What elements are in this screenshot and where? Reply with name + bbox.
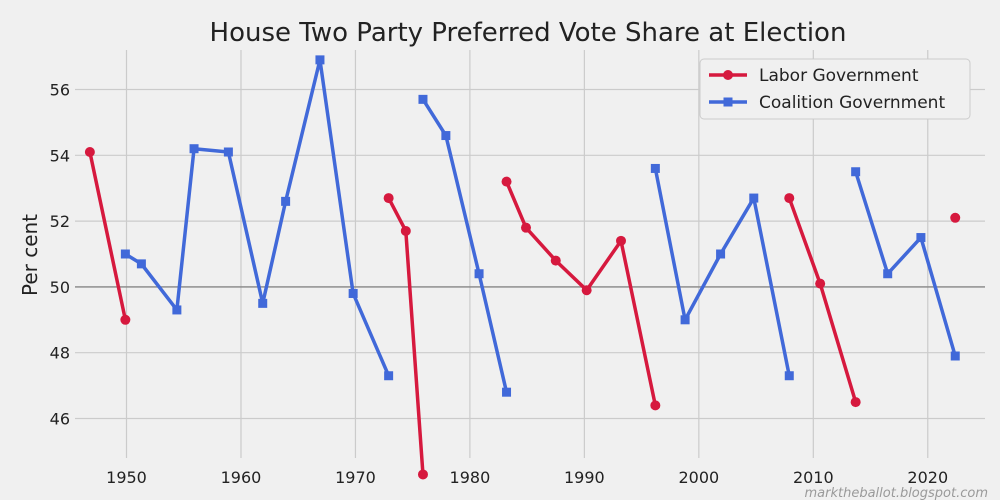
data-point-coalition: [680, 315, 690, 325]
data-point-coalition: [916, 233, 926, 243]
data-point-coalition: [172, 305, 182, 315]
data-point-coalition: [851, 167, 861, 177]
series-line-labor: [504, 180, 658, 406]
y-tick-label: 50: [50, 278, 70, 297]
data-point-coalition: [223, 147, 233, 157]
legend: Labor Government Coalition Government: [699, 58, 971, 120]
series-line-coalition: [124, 58, 391, 377]
series-line-coalition: [853, 171, 957, 357]
data-point-labor: [950, 212, 961, 223]
data-point-coalition: [502, 387, 512, 397]
legend-marker-labor: [723, 70, 733, 80]
legend-marker-coalition: [723, 97, 733, 107]
data-point-coalition: [950, 351, 960, 361]
data-point-coalition: [258, 298, 268, 308]
series-group: [84, 55, 961, 480]
legend-label-coalition: Coalition Government: [759, 93, 945, 113]
legend-label-labor: Labor Government: [759, 66, 919, 86]
data-point-coalition: [384, 371, 394, 381]
data-point-labor: [383, 193, 394, 204]
data-point-labor: [850, 397, 861, 408]
data-point-labor: [550, 255, 561, 266]
data-point-labor: [520, 222, 531, 233]
y-tick-label: 56: [50, 80, 70, 99]
x-tick-label: 1950: [106, 468, 147, 487]
data-point-coalition: [136, 259, 146, 269]
data-point-coalition: [749, 193, 759, 203]
data-point-coalition: [883, 269, 893, 279]
credit-text: marktheballot.blogspot.com: [804, 486, 988, 500]
data-point-labor: [815, 278, 826, 289]
data-point-coalition: [784, 371, 794, 381]
legend-box: [699, 58, 971, 120]
chart-title: House Two Party Preferred Vote Share at …: [210, 18, 847, 48]
data-point-labor: [417, 469, 428, 480]
y-axis-label: Per cent: [18, 214, 42, 296]
x-tick-label: 2020: [907, 468, 948, 487]
data-point-coalition: [650, 163, 660, 173]
data-point-labor: [120, 314, 131, 325]
x-tick-label: 2000: [678, 468, 719, 487]
x-tick-label: 2010: [793, 468, 834, 487]
data-point-coalition: [418, 94, 428, 104]
y-tick-label: 46: [50, 410, 70, 429]
x-tick-label: 1970: [335, 468, 376, 487]
data-point-coalition: [189, 144, 199, 154]
data-point-labor: [501, 176, 512, 187]
x-tick-label: 1980: [450, 468, 491, 487]
data-point-labor: [616, 235, 626, 246]
data-point-labor: [84, 147, 95, 157]
data-point-coalition: [348, 288, 358, 298]
data-point-coalition: [441, 131, 451, 141]
x-tick-label: 1990: [564, 468, 605, 487]
data-point-labor: [784, 193, 795, 204]
y-tick-label: 48: [50, 344, 70, 363]
data-point-coalition: [315, 55, 325, 65]
tick-labels: 1950 1960 1970 1980 1990 2000 2010 2020 46 48 50 52…: [50, 80, 948, 487]
data-point-coalition: [120, 249, 130, 259]
data-point-labor: [650, 400, 661, 411]
x-tick-label: 1960: [221, 468, 262, 487]
data-point-labor: [581, 285, 592, 296]
data-point-coalition: [716, 249, 726, 259]
y-tick-label: 54: [50, 146, 70, 165]
series-line-coalition: [421, 98, 509, 393]
data-point-coalition: [474, 269, 484, 279]
data-point-coalition: [281, 196, 291, 206]
data-point-labor: [400, 225, 411, 236]
series-line-labor: [88, 151, 128, 321]
y-tick-label: 52: [50, 212, 70, 231]
